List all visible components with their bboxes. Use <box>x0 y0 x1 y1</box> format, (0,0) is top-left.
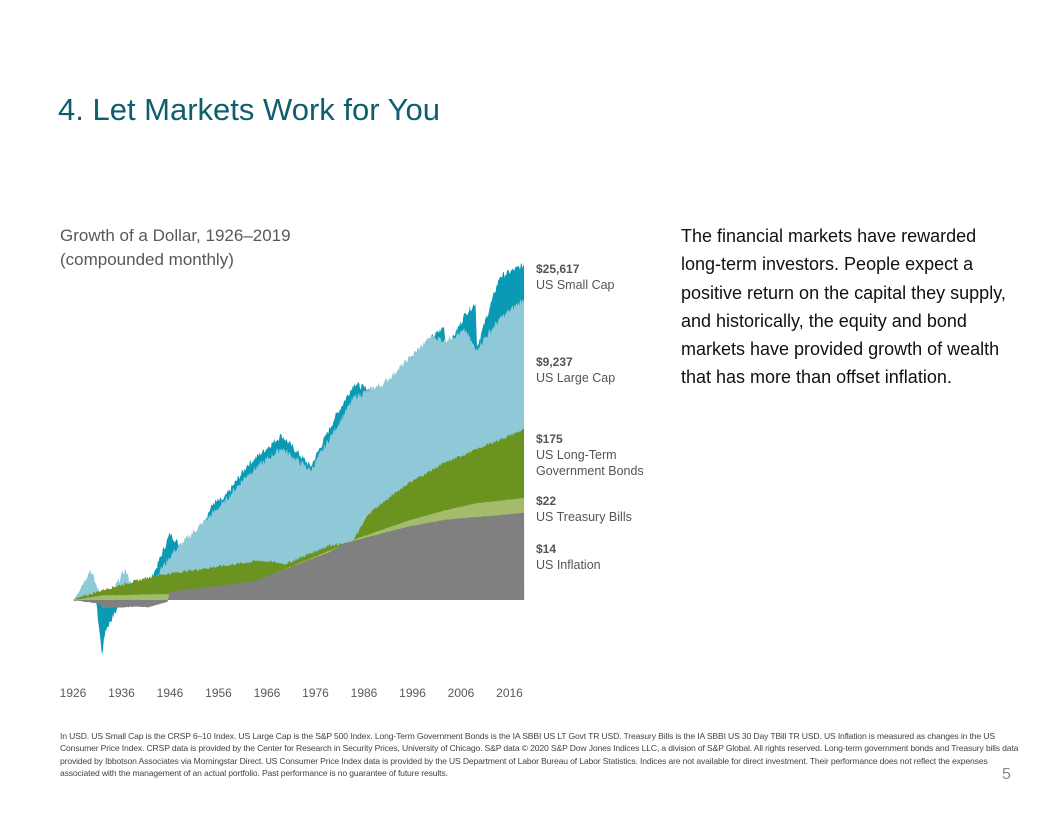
page-title: 4. Let Markets Work for You <box>58 92 440 127</box>
series-label: Government Bonds <box>536 464 644 478</box>
chart-subtitle: Growth of a Dollar, 1926–2019 (compounde… <box>60 224 291 272</box>
x-tick-label: 1936 <box>108 686 135 700</box>
series-label: US Small Cap <box>536 278 615 292</box>
x-tick-label: 1956 <box>205 686 232 700</box>
series-end-value: $25,617 <box>536 262 580 276</box>
series-label: US Treasury Bills <box>536 510 632 524</box>
footnote: In USD. US Small Cap is the CRSP 6–10 In… <box>60 731 1019 778</box>
x-tick-label: 1966 <box>254 686 281 700</box>
growth-chart: 1926 1936 1946 1956 1966 1976 1986 1996 2006 2016… <box>60 262 644 700</box>
chart-title-line1: Growth of a Dollar, 1926–2019 <box>60 226 291 245</box>
chart-title-line2: (compounded monthly) <box>60 250 234 269</box>
x-tick-label: 1986 <box>351 686 378 700</box>
x-tick-label: 1976 <box>302 686 329 700</box>
x-tick-label: 2016 <box>496 686 523 700</box>
series-end-value: $175 <box>536 432 563 446</box>
x-tick-label: 2006 <box>448 686 475 700</box>
series-label: US Inflation <box>536 558 601 572</box>
x-tick-label: 1996 <box>399 686 426 700</box>
x-tick-label: 1926 <box>60 686 87 700</box>
series-label: US Large Cap <box>536 371 615 385</box>
series-end-value: $22 <box>536 494 556 508</box>
page-number: 5 <box>1002 766 1011 783</box>
x-tick-label: 1946 <box>157 686 184 700</box>
body-text: The financial markets have rewarded long… <box>681 226 1006 388</box>
series-label: US Long-Term <box>536 448 617 462</box>
series-end-value: $14 <box>536 542 556 556</box>
area-us-inflation <box>73 512 525 609</box>
series-end-value: $9,237 <box>536 355 573 369</box>
